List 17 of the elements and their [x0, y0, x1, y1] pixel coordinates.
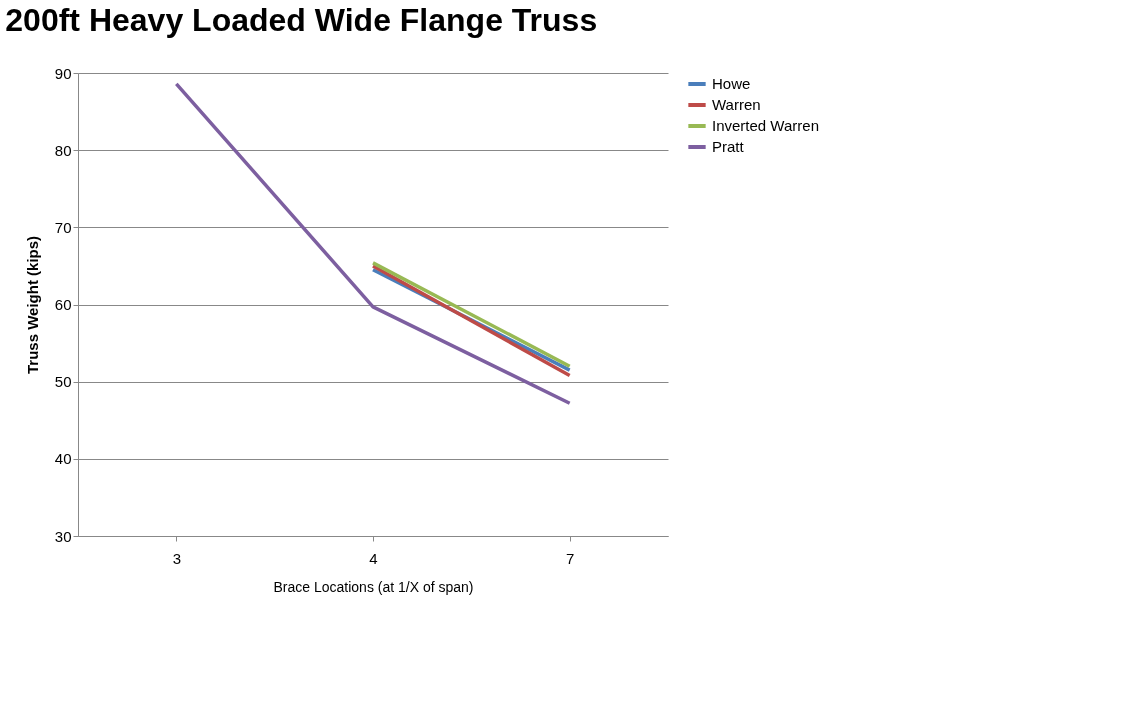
legend-label: Warren [712, 96, 761, 113]
legend-label: Inverted Warren [712, 117, 819, 134]
x-axis-title: Brace Locations (at 1/X of span) [273, 578, 474, 595]
y-axis-title: Truss Weight (kips) [23, 235, 41, 375]
y-tick-label: 60 [54, 296, 72, 313]
y-tick-label: 90 [54, 64, 72, 82]
chart-title: 200ft Heavy Loaded Wide Flange Truss [5, 2, 598, 38]
x-tick-label: 7 [565, 549, 575, 567]
legend-label: Howe [712, 75, 751, 92]
y-tick-label: 70 [54, 218, 72, 236]
y-tick-label: 30 [54, 527, 72, 545]
x-tick-label: 4 [369, 549, 378, 567]
y-tick-label: 80 [54, 141, 72, 159]
x-tick-label: 3 [172, 549, 182, 567]
y-tick-label: 40 [54, 450, 72, 468]
y-tick-label: 50 [54, 373, 72, 391]
legend-label: Pratt [712, 138, 745, 155]
